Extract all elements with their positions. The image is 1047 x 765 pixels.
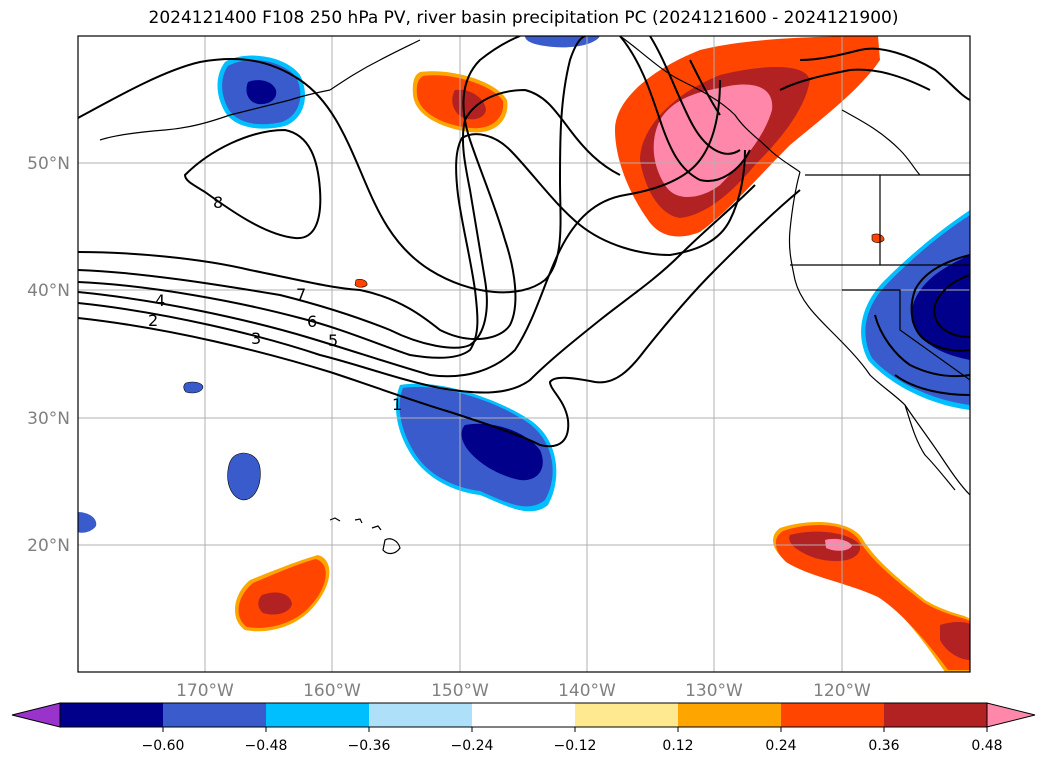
colorbar-tick-label: −0.48 <box>245 738 288 754</box>
pv-label-5: 5 <box>328 331 338 350</box>
latitude-labels: 50°N 40°N 30°N 20°N <box>27 154 70 556</box>
pv-label-3: 3 <box>251 329 261 348</box>
colorbar-segment <box>575 703 679 727</box>
lon-label: 160°W <box>303 681 361 701</box>
lat-label: 30°N <box>27 409 70 429</box>
negative-anomaly-dot <box>183 381 204 394</box>
map-title: 2024121400 F108 250 hPa PV, river basin … <box>148 8 899 28</box>
pv-label-2: 2 <box>148 311 158 330</box>
colorbar-segment <box>369 703 473 727</box>
colorbar-tick-label: 0.36 <box>868 738 899 754</box>
graticule <box>78 36 970 672</box>
colorbar-tick-label: 0.12 <box>662 738 693 754</box>
colorbar-extend-high <box>986 702 1036 728</box>
plot-frame <box>77 35 971 673</box>
colorbar-segment <box>163 703 267 727</box>
colorbar-tick-label: −0.60 <box>142 738 185 754</box>
colorbar-segment <box>678 703 782 727</box>
positive-anomaly-southeast <box>773 522 970 672</box>
colorbar-segment <box>472 703 576 727</box>
pv-label-1: 1 <box>392 395 402 414</box>
colorbar-extend-low <box>11 702 61 728</box>
negative-anomaly-subtropical <box>395 383 557 512</box>
lon-label: 150°W <box>431 681 489 701</box>
lon-label: 170°W <box>176 681 234 701</box>
pv-contour-labels: 8 7 6 5 4 3 2 1 <box>148 193 402 414</box>
negative-anomaly-northwest <box>217 55 305 129</box>
colorbar-segment <box>884 703 988 727</box>
lon-label: 140°W <box>558 681 616 701</box>
negative-anomaly-blob <box>227 452 261 501</box>
colorbar-tick-label: 0.48 <box>971 738 1002 754</box>
longitude-labels: 170°W 160°W 150°W 140°W 130°W 120°W <box>176 681 871 701</box>
lat-label: 50°N <box>27 154 70 174</box>
positive-anomaly-southwest <box>234 555 330 632</box>
colorbar-segment <box>266 703 370 727</box>
pv-contours <box>78 36 970 448</box>
negative-anomaly-west-edge <box>78 512 97 533</box>
pv-label-8: 8 <box>213 193 223 212</box>
colorbar-segment <box>60 703 164 727</box>
colorbar-tick-label: −0.24 <box>451 738 494 754</box>
colorbar-tick-label: −0.12 <box>554 738 597 754</box>
lon-label: 130°W <box>685 681 743 701</box>
positive-anomaly-dot <box>871 233 885 243</box>
colorbar-segment <box>781 703 885 727</box>
lat-label: 20°N <box>27 536 70 556</box>
pv-label-4: 4 <box>155 291 165 310</box>
lat-label: 40°N <box>27 281 70 301</box>
colorbar: −0.60 −0.48 −0.36 −0.24 −0.12 0.12 0.24 0.36 0.4… <box>11 702 1036 754</box>
pv-label-7: 7 <box>296 285 306 304</box>
colorbar-tick-label: 0.24 <box>765 738 796 754</box>
colorbar-frame <box>59 702 988 728</box>
positive-anomaly-dot <box>354 279 368 288</box>
colorbar-tick-label: −0.36 <box>348 738 391 754</box>
pv-label-6: 6 <box>307 312 317 331</box>
lon-label: 120°W <box>813 681 871 701</box>
